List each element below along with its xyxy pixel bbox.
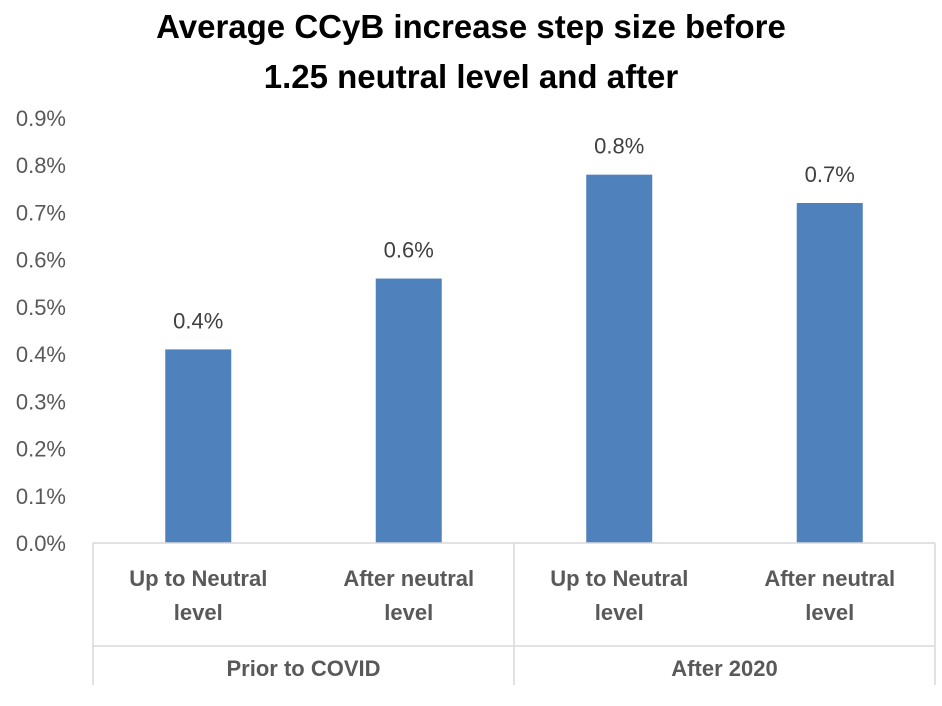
category-label: level (174, 600, 223, 625)
category-label: Up to Neutral (550, 566, 688, 591)
y-tick-label: 0.0% (16, 531, 66, 556)
y-tick-label: 0.2% (16, 437, 66, 462)
data-label: 0.6% (384, 238, 434, 263)
data-label: 0.4% (173, 308, 223, 333)
bar (796, 203, 863, 543)
chart-title: Average CCyB increase step size before 1… (0, 2, 942, 102)
category-label: After neutral (764, 566, 895, 591)
category-label: Up to Neutral (129, 566, 267, 591)
bar (375, 278, 442, 543)
data-label: 0.7% (805, 162, 855, 187)
bar (165, 349, 232, 543)
category-label: After neutral (343, 566, 474, 591)
data-label: 0.8% (594, 134, 644, 159)
chart-title-line-1: Average CCyB increase step size before (156, 8, 786, 45)
chart-title-line-2: 1.25 neutral level and after (263, 58, 679, 95)
group-label: Prior to COVID (226, 656, 380, 681)
y-tick-label: 0.7% (16, 200, 66, 225)
group-label: After 2020 (671, 656, 777, 681)
y-tick-label: 0.1% (16, 484, 66, 509)
category-label: level (595, 600, 644, 625)
bar (586, 174, 653, 543)
y-tick-label: 0.6% (16, 248, 66, 273)
y-tick-label: 0.9% (16, 106, 66, 131)
y-tick-label: 0.8% (16, 153, 66, 178)
y-tick-label: 0.5% (16, 295, 66, 320)
category-label: level (384, 600, 433, 625)
category-label: level (805, 600, 854, 625)
y-tick-label: 0.3% (16, 389, 66, 414)
y-tick-label: 0.4% (16, 342, 66, 367)
